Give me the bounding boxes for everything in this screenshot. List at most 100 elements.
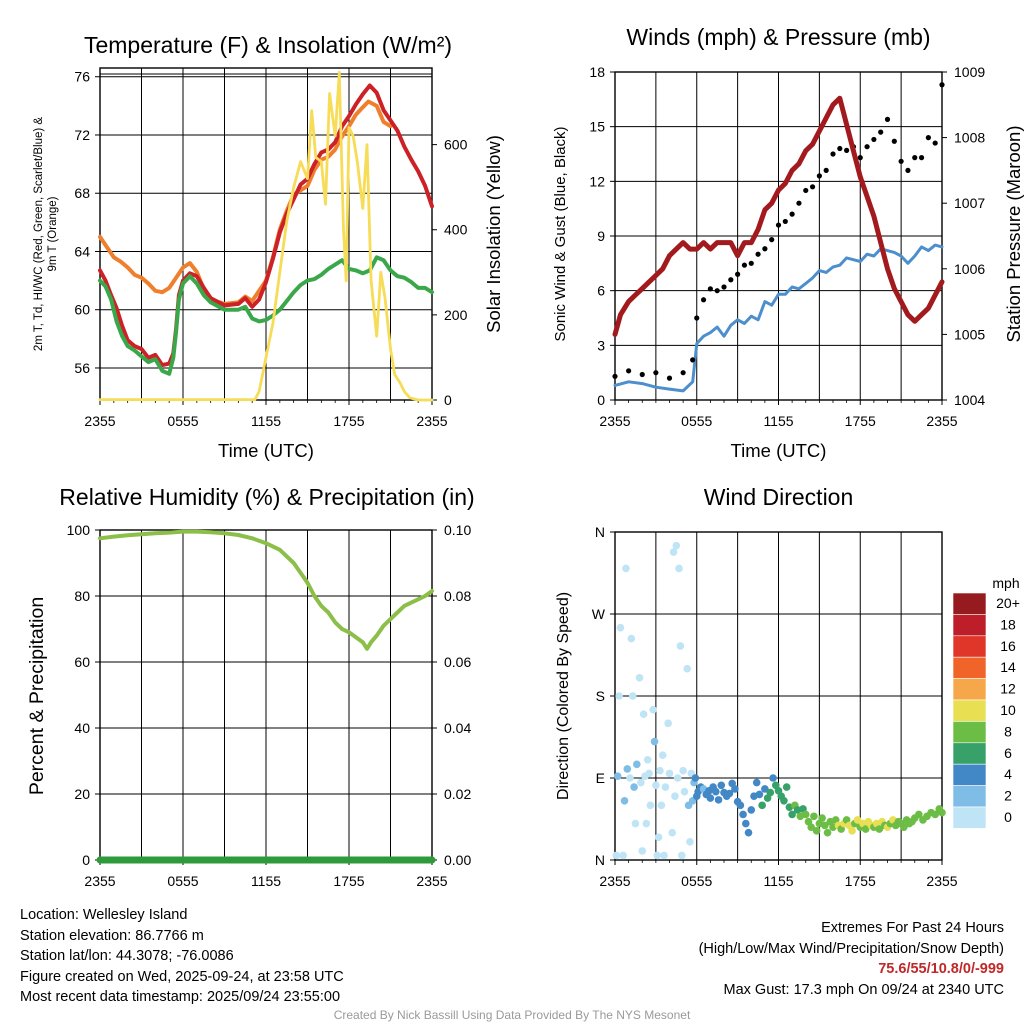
wind-gust-point: [690, 357, 696, 363]
wind-gust-point: [830, 151, 836, 157]
dir-point: [712, 787, 720, 796]
dir-point: [633, 760, 641, 769]
dir-point: [642, 819, 651, 828]
temp-xtick-label: 1755: [333, 413, 364, 429]
temp-xtick-label: 1155: [251, 413, 281, 429]
dir-point: [620, 796, 629, 805]
wind-gust-point: [796, 200, 802, 206]
station-info: Location: Wellesley Island Station eleva…: [20, 905, 344, 1008]
dir-point: [736, 801, 745, 810]
wind-gust-point: [700, 297, 707, 303]
dir-point: [717, 781, 726, 790]
dir-point: [853, 816, 862, 824]
dir-ytick-label: E: [596, 770, 605, 786]
wind-ytick-right-label: 1007: [954, 195, 985, 211]
wind-gust-point: [782, 218, 788, 225]
rh-xtick-label: 2355: [84, 873, 115, 889]
max-gust-text: Max Gust: 17.3 mph On 09/24 at 2340 UTC: [723, 981, 1004, 998]
temp-xlabel: Time (UTC): [218, 440, 314, 461]
temp-ylabel-left-1: 2m T, Td, HI/WC (Red, Green, Scarlet/Blu…: [33, 117, 45, 351]
temp-ylabel-right: Solar Insolation (Yellow): [483, 135, 504, 333]
dir-legend-label: 6: [1004, 745, 1012, 761]
wind-title: Winds (mph) & Pressure (mb): [626, 24, 930, 50]
dir-point: [761, 785, 769, 793]
dir-point: [780, 796, 788, 805]
dir-point: [812, 827, 821, 835]
dir-point: [654, 833, 663, 842]
dir-point: [652, 781, 660, 790]
dir-legend-label: 16: [1000, 638, 1016, 654]
wind-gust-point: [728, 277, 734, 283]
wind-ylabel-left: Sonic Wind & Gust (Blue, Black): [552, 126, 569, 341]
wind-gust-point: [741, 262, 748, 268]
rh-xtick-label: 1155: [251, 873, 281, 889]
dir-point: [810, 812, 818, 821]
dir-point: [660, 851, 668, 860]
dir-ytick-label: S: [596, 688, 605, 704]
dir-ytick-label: N: [595, 852, 605, 868]
wind-gust-point: [905, 167, 911, 173]
wind-ytick-left-label: 15: [589, 119, 605, 135]
dir-legend-label: 12: [1000, 681, 1016, 697]
temp-ytick-left-label: 60: [74, 302, 90, 318]
wind-ytick-left-label: 0: [597, 392, 605, 408]
wind-xtick-label: 0555: [681, 413, 712, 429]
latlon-text: Station lat/lon: 44.3078; -76.0086: [20, 948, 234, 964]
dir-point: [653, 851, 662, 860]
temp-series-0: [98, 99, 393, 306]
dir-point: [613, 772, 622, 780]
dir-point: [615, 692, 623, 700]
wind-ytick-right-label: 1009: [954, 64, 985, 80]
dir-point: [782, 783, 791, 791]
wind-xtick-label: 2355: [926, 413, 957, 429]
dir-point: [635, 673, 644, 682]
rh-title: Relative Humidity (%) & Precipitation (i…: [59, 484, 474, 510]
wind-ylabel-right: Station Pressure (Maroon): [1003, 126, 1024, 343]
dir-xtick-label: 0555: [681, 873, 712, 889]
rh-ytick-right-label: 0.08: [444, 588, 471, 604]
dir-point: [664, 719, 672, 728]
dir-point: [630, 783, 638, 791]
temp-title: Temperature (F) & Insolation (W/m²): [84, 32, 452, 58]
dir-point: [818, 814, 826, 822]
wind-xtick-label: 1155: [763, 413, 793, 429]
dir-point: [639, 710, 648, 719]
wind-gust-point: [878, 129, 884, 135]
dir-point: [691, 774, 700, 782]
wind-ytick-right-label: 1006: [954, 261, 985, 277]
temp-ytick-left-label: 68: [74, 185, 90, 201]
wind-ytick-right-label: 1008: [954, 130, 985, 146]
rh-ytick-left-label: 100: [67, 522, 91, 538]
dir-legend-swatch: [952, 614, 987, 637]
dir-point: [788, 810, 796, 819]
dir-point: [739, 810, 747, 819]
dir-xtick-label: 2355: [599, 873, 630, 889]
wind-gust-point: [612, 373, 618, 379]
dir-ylabel-left: Direction (Colored By Speed): [555, 592, 572, 800]
dir-point: [801, 810, 810, 819]
temp-ytick-left-label: 72: [74, 127, 90, 143]
wind-gust-point: [626, 368, 632, 374]
dir-legend-label: 8: [1004, 723, 1012, 739]
wind-gust-point: [809, 184, 816, 190]
location-text: Location: Wellesley Island: [20, 907, 188, 923]
created-text: Figure created on Wed, 2025-09-24, at 23…: [20, 968, 344, 985]
dir-point: [742, 819, 750, 828]
wind-gust-point: [816, 173, 822, 179]
dir-point: [861, 825, 870, 833]
dir-point: [673, 774, 682, 782]
dir-ytick-label: W: [592, 606, 606, 622]
dir-xtick-label: 2355: [926, 873, 957, 889]
dir-point: [807, 823, 815, 831]
wind-ytick-right-label: 1005: [954, 326, 985, 342]
dir-point: [875, 825, 884, 833]
dir-point: [616, 623, 625, 632]
dir-point: [679, 766, 687, 775]
dir-point: [686, 837, 694, 846]
rh-ylabel-left: Percent & Precipitation: [26, 597, 48, 795]
wind-gust-point: [857, 155, 863, 161]
dir-point: [626, 774, 634, 782]
dir-point: [747, 806, 756, 814]
credit-text: Created By Nick Bassill Using Data Provi…: [333, 1008, 691, 1022]
dir-legend-swatch: [952, 721, 987, 744]
